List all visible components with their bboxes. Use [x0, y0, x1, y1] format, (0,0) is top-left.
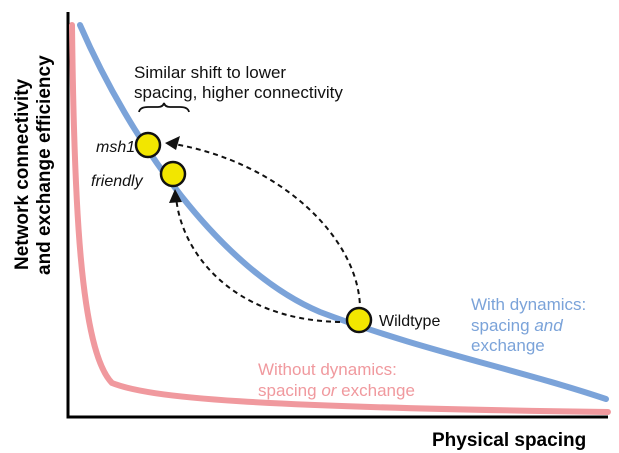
annotation-line1: Similar shift to lower — [134, 63, 286, 82]
label-msh1: msh1 — [96, 139, 135, 156]
without-dynamics-line2-post: exchange — [336, 381, 414, 400]
with-dynamics-line2-pre: spacing — [471, 316, 534, 335]
point-wildtype — [345, 306, 373, 334]
with-dynamics-curve — [77, 22, 609, 402]
with-dynamics-line1: With dynamics: — [471, 295, 586, 314]
with-dynamics-line3: exchange — [471, 336, 545, 355]
y-axis-label-line1: Network connectivity — [12, 78, 33, 270]
with-dynamics-line2-em: and — [534, 316, 563, 335]
without-dynamics-curve — [69, 22, 611, 415]
annotation-line2: spacing, higher connectivity — [134, 83, 343, 102]
without-dynamics-line2-em: or — [321, 381, 337, 400]
annotation-brace — [138, 102, 190, 113]
arrow-to-friendly-head — [169, 189, 182, 203]
without-dynamics-line2-pre: spacing — [258, 381, 321, 400]
label-wildtype: Wildtype — [379, 313, 440, 330]
x-axis-label: Physical spacing — [432, 430, 586, 451]
without-dynamics-line1: Without dynamics: — [258, 360, 397, 379]
arrow-to-msh1 — [167, 142, 362, 313]
axes-lines — [66, 12, 608, 419]
point-friendly — [159, 160, 187, 188]
with-dynamics-line2: spacing and — [471, 316, 563, 335]
y-axis-label: Network connectivity and exchange effici… — [12, 55, 55, 275]
without-dynamics-line2: spacing or exchange — [258, 381, 415, 400]
point-msh1 — [134, 131, 162, 159]
y-axis-label-line2: and exchange efficiency — [34, 55, 55, 275]
arrow-to-msh1-head — [165, 136, 180, 150]
arrow-to-friendly — [175, 195, 341, 323]
label-friendly: friendly — [91, 173, 144, 190]
